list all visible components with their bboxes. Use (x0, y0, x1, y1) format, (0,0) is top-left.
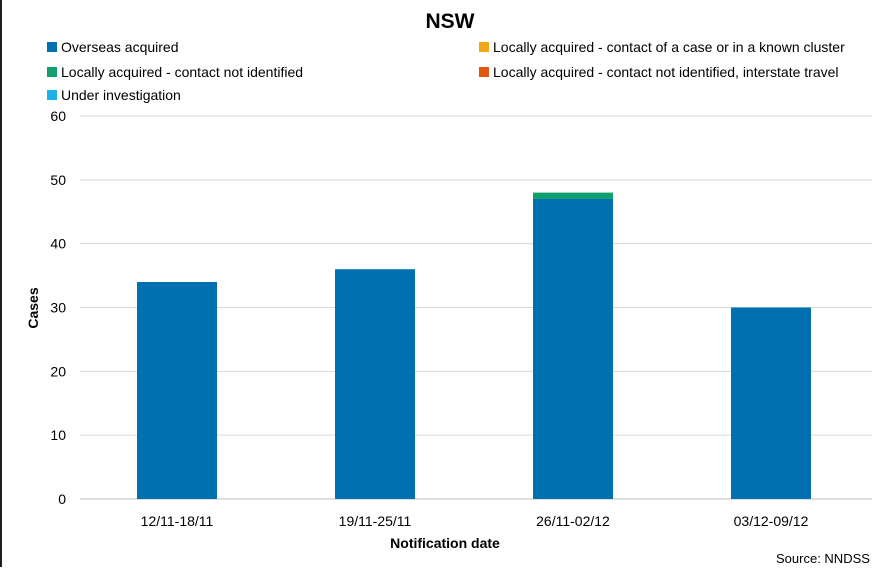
y-axis: 0 10 20 30 40 50 60 (50, 108, 66, 507)
x-axis: 12/11-18/11 19/11-25/11 26/11-02/12 03/12-0… (141, 513, 809, 529)
y-tick-label: 10 (50, 427, 66, 443)
legend-item: Locally acquired - contact not identifie… (47, 64, 303, 80)
x-tick-label: 12/11-18/11 (141, 513, 214, 529)
legend-swatch (479, 67, 489, 77)
bar (335, 269, 415, 499)
bar (137, 281, 217, 499)
legend-swatch (47, 67, 57, 77)
source-note: Source: NNDSS (776, 551, 870, 566)
legend: Overseas acquired Locally acquired - cont… (47, 39, 845, 103)
y-tick-label: 20 (50, 363, 66, 379)
legend-item: Overseas acquired (47, 39, 179, 55)
y-axis-label: Cases (25, 287, 41, 328)
y-tick-label: 30 (50, 300, 66, 316)
window-left-edge (0, 0, 2, 567)
legend-label: Under investigation (61, 87, 181, 103)
legend-swatch (47, 42, 57, 52)
legend-label: Locally acquired - contact of a case or … (493, 39, 845, 55)
bar (731, 307, 811, 499)
legend-item: Locally acquired - contact not identifie… (479, 64, 839, 80)
x-tick-label: 26/11-02/12 (536, 513, 610, 529)
y-tick-label: 60 (50, 108, 66, 124)
x-axis-label: Notification date (390, 535, 500, 551)
x-tick-label: 03/12-09/12 (734, 513, 809, 529)
legend-swatch (47, 90, 57, 100)
x-tick-label: 19/11-25/11 (339, 513, 412, 529)
y-tick-label: 40 (50, 236, 66, 252)
legend-item: Locally acquired - contact of a case or … (479, 39, 845, 55)
y-tick-label: 0 (58, 491, 66, 507)
legend-label: Locally acquired - contact not identifie… (61, 64, 303, 80)
chart-title: NSW (426, 10, 475, 33)
bar (533, 192, 613, 199)
bar (533, 198, 613, 499)
legend-label: Overseas acquired (61, 39, 179, 55)
legend-label: Locally acquired - contact not identifie… (493, 64, 839, 80)
legend-item: Under investigation (47, 87, 181, 103)
legend-swatch (479, 42, 489, 52)
y-tick-label: 50 (50, 172, 66, 188)
bars (137, 192, 811, 499)
